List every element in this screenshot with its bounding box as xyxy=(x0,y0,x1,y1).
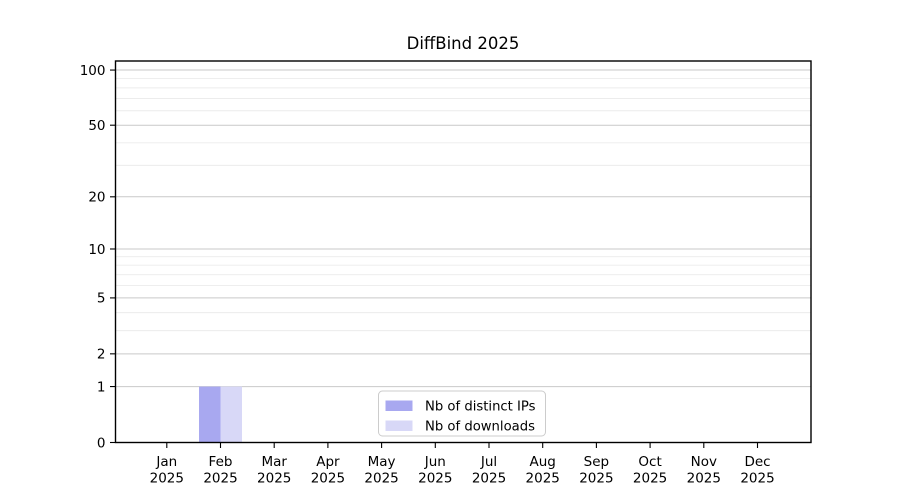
legend-swatch-downloads xyxy=(385,420,413,431)
x-tick-label-month: Feb xyxy=(209,454,233,470)
x-tick-label-month: Oct xyxy=(638,454,661,470)
x-tick-label-year: 2025 xyxy=(687,471,721,487)
x-tick-label-year: 2025 xyxy=(418,471,452,487)
x-tick-label-year: 2025 xyxy=(579,471,613,487)
x-tick-label-month: Sep xyxy=(584,454,609,470)
x-tick-label-month: Nov xyxy=(691,454,717,470)
y-tick-label: 1 xyxy=(97,379,106,395)
x-tick-label-month: Jan xyxy=(155,454,177,470)
y-tick-label: 100 xyxy=(80,63,106,79)
legend-label-downloads: Nb of downloads xyxy=(425,420,535,435)
legend-box xyxy=(378,390,546,437)
x-tick-label-year: 2025 xyxy=(472,471,506,487)
plot-border xyxy=(114,60,812,444)
y-tick-label: 50 xyxy=(88,118,105,134)
y-tick-label: 2 xyxy=(97,347,106,363)
x-tick-label-month: May xyxy=(368,454,396,470)
y-tick-label: 20 xyxy=(88,190,105,206)
x-tick-label-month: Jun xyxy=(424,454,446,470)
x-tick-label-year: 2025 xyxy=(150,471,184,487)
x-tick-label-month: Mar xyxy=(261,454,287,470)
legend-label-distinct-ips: Nb of distinct IPs xyxy=(425,400,536,415)
x-tick-label-month: Aug xyxy=(530,454,556,470)
chart-title: DiffBind 2025 xyxy=(406,34,520,53)
x-tick-label-year: 2025 xyxy=(526,471,560,487)
x-tick-label-year: 2025 xyxy=(203,471,237,487)
x-tick-label-year: 2025 xyxy=(740,471,774,487)
bar-downloads-feb xyxy=(220,386,242,443)
y-tick-label: 10 xyxy=(88,242,105,258)
x-tick-label-month: Dec xyxy=(744,454,770,470)
x-tick-label-month: Apr xyxy=(316,454,340,470)
y-tick-label: 0 xyxy=(97,435,106,451)
bar-distinct-ips-feb xyxy=(199,386,221,443)
legend-swatch-distinct-ips xyxy=(385,400,413,411)
x-tick-label-year: 2025 xyxy=(633,471,667,487)
y-tick-label: 5 xyxy=(97,291,106,307)
x-tick-label-month: Jul xyxy=(480,454,497,470)
x-tick-label-year: 2025 xyxy=(364,471,398,487)
x-tick-label-year: 2025 xyxy=(257,471,291,487)
x-tick-label-year: 2025 xyxy=(311,471,345,487)
